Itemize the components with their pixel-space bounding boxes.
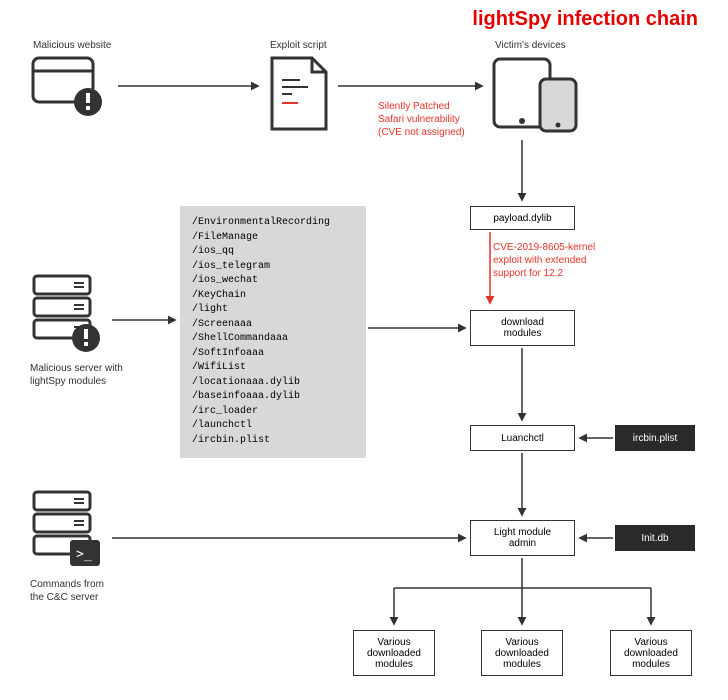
label-victims-devices: Victim's devices: [495, 40, 566, 51]
modules-list-box: /EnvironmentalRecording/FileManage/ios_q…: [180, 206, 366, 458]
box-initdb: Init.db: [615, 525, 695, 551]
box-various-1: Various downloaded modules: [353, 630, 435, 676]
box-light-module-admin: Light module admin: [470, 520, 575, 556]
box-various-3: Various downloaded modules: [610, 630, 692, 676]
module-item: /light: [192, 303, 354, 318]
module-item: /ircbin.plist: [192, 434, 354, 449]
module-item: /KeyChain: [192, 289, 354, 304]
module-item: /ios_qq: [192, 245, 354, 260]
module-item: /FileManage: [192, 231, 354, 246]
box-payload: payload.dylib: [470, 206, 575, 230]
label-commands-cc: Commands fromthe C&C server: [30, 578, 104, 604]
diagram-title: lightSpy infection chain: [472, 8, 698, 31]
server-terminal-icon: >_: [30, 488, 108, 574]
module-item: /Screenaaa: [192, 318, 354, 333]
module-item: /locationaaa.dylib: [192, 376, 354, 391]
annot-safari: Silently PatchedSafari vulnerability(CVE…: [378, 100, 465, 139]
svg-text:>_: >_: [76, 547, 92, 562]
module-item: /irc_loader: [192, 405, 354, 420]
devices-icon: [490, 55, 580, 135]
box-various-2: Various downloaded modules: [481, 630, 563, 676]
module-item: /EnvironmentalRecording: [192, 216, 354, 231]
document-icon: [268, 55, 332, 135]
label-malicious-server: Malicious server withlightSpy modules: [30, 362, 123, 388]
browser-warning-icon: [30, 55, 110, 125]
box-download-modules: download modules: [470, 310, 575, 346]
module-item: /ios_wechat: [192, 274, 354, 289]
module-item: /ios_telegram: [192, 260, 354, 275]
label-malicious-website: Malicious website: [33, 40, 111, 51]
label-exploit-script: Exploit script: [270, 40, 327, 51]
module-item: /WifiList: [192, 361, 354, 376]
module-item: /ShellCommandaaa: [192, 332, 354, 347]
box-ircbin: ircbin.plist: [615, 425, 695, 451]
box-luanchctl: Luanchctl: [470, 425, 575, 451]
module-item: /baseinfoaaa.dylib: [192, 390, 354, 405]
annot-kernel: CVE-2019-8605-kernelexploit with extende…: [493, 241, 595, 280]
module-item: /SoftInfoaaa: [192, 347, 354, 362]
module-item: /launchctl: [192, 419, 354, 434]
server-warning-icon: [30, 272, 108, 358]
